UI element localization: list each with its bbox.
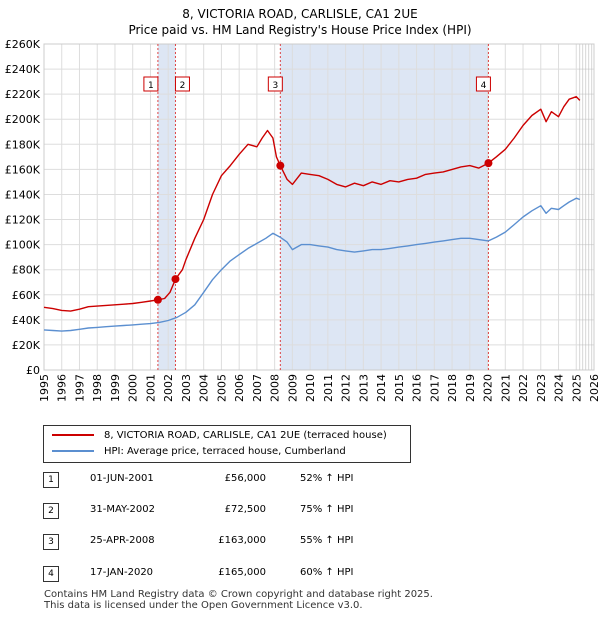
sale-number-badge: 3: [43, 534, 59, 550]
legend-red-line: [52, 434, 94, 436]
x-tick-label: 2009: [286, 374, 299, 402]
sale-point: [484, 159, 493, 168]
sale-number-badge: 4: [43, 566, 59, 582]
sale-number-box: [143, 76, 159, 92]
y-tick-label: £180K: [5, 138, 41, 151]
legend-property-label: 8, VICTORIA ROAD, CARLISLE, CA1 2UE (ter…: [104, 430, 387, 441]
x-tick-label: 2002: [162, 374, 175, 402]
title-line-2: Price paid vs. HM Land Registry's House …: [128, 23, 472, 37]
x-tick-label: 2018: [446, 374, 459, 402]
y-tick-label: £140K: [5, 188, 41, 201]
sale-row: 3 25-APR-2008 £163,000 55% ↑ HPI: [0, 534, 600, 550]
x-tick-label: 2017: [428, 374, 441, 402]
footer-line-1: Contains HM Land Registry data © Crown c…: [44, 589, 433, 600]
sale-number-badge: 1: [43, 472, 59, 488]
x-tick-label: 2004: [198, 374, 211, 402]
y-tick-label: £0: [26, 364, 40, 377]
x-tick-label: 1995: [38, 374, 51, 402]
y-tick-label: £40K: [12, 314, 41, 327]
sale-date: 17-JAN-2020: [90, 567, 154, 578]
sale-number-label: 1: [148, 81, 154, 91]
y-tick-label: £200K: [5, 113, 41, 126]
x-tick-label: 1999: [109, 374, 122, 402]
x-tick-label: 2019: [464, 374, 477, 402]
y-tick-label: £20K: [12, 339, 41, 352]
sale-hpi-change: 60% ↑ HPI: [300, 567, 354, 578]
x-tick-label: 2011: [322, 374, 335, 402]
x-tick-label: 2016: [411, 374, 424, 402]
x-tick-label: 2021: [499, 374, 512, 402]
sale-price: £72,500: [224, 504, 266, 515]
sale-hpi-change: 52% ↑ HPI: [300, 473, 354, 484]
title-line-1: 8, VICTORIA ROAD, CARLISLE, CA1 2UE: [182, 7, 418, 21]
sale-row: 4 17-JAN-2020 £165,000 60% ↑ HPI: [0, 566, 600, 582]
x-tick-label: 1998: [91, 374, 104, 402]
x-tick-label: 2023: [535, 374, 548, 402]
sale-date: 25-APR-2008: [90, 535, 155, 546]
x-tick-label: 2003: [180, 374, 193, 402]
x-tick-label: 2010: [304, 374, 317, 402]
x-tick-label: 2008: [269, 374, 282, 402]
y-tick-label: £80K: [12, 264, 41, 277]
x-tick-label: 1997: [73, 374, 86, 402]
x-tick-label: 2015: [393, 374, 406, 402]
sale-price: £165,000: [218, 567, 266, 578]
legend-item-property: 8, VICTORIA ROAD, CARLISLE, CA1 2UE (ter…: [52, 429, 387, 443]
sale-period-shade: [280, 44, 489, 370]
plot-frame: [43, 43, 595, 371]
x-tick-label: 2012: [340, 374, 353, 402]
sale-number-box: [174, 76, 190, 92]
x-tick-label: 2024: [553, 374, 566, 402]
x-tick-label: 2014: [375, 374, 388, 402]
legend-hpi-label: HPI: Average price, terraced house, Cumb…: [104, 446, 346, 457]
y-tick-label: £220K: [5, 88, 41, 101]
sale-number-label: 4: [481, 81, 487, 91]
sale-row: 2 31-MAY-2002 £72,500 75% ↑ HPI: [0, 503, 600, 519]
sale-price: £163,000: [218, 535, 266, 546]
x-tick-label: 2007: [251, 374, 264, 402]
footer: Contains HM Land Registry data © Crown c…: [44, 589, 433, 611]
footer-line-2: This data is licensed under the Open Gov…: [44, 600, 363, 611]
x-tick-label: 2026: [588, 374, 600, 402]
x-tick-label: 2005: [215, 374, 228, 402]
chart-title: 8, VICTORIA ROAD, CARLISLE, CA1 2UE Pric…: [0, 6, 600, 38]
sale-point: [276, 161, 285, 170]
sale-date: 01-JUN-2001: [90, 473, 154, 484]
series-line: [43, 197, 581, 332]
x-tick-label: 2025: [570, 374, 583, 402]
sale-hpi-change: 75% ↑ HPI: [300, 504, 354, 515]
legend-item-hpi: HPI: Average price, terraced house, Cumb…: [52, 445, 346, 459]
x-tick-label: 2000: [127, 374, 140, 402]
sale-date: 31-MAY-2002: [90, 504, 156, 515]
sale-number-label: 3: [272, 81, 278, 91]
sale-hpi-change: 55% ↑ HPI: [300, 535, 354, 546]
series-line: [43, 96, 581, 312]
sale-price: £56,000: [224, 473, 266, 484]
x-tick-label: 2022: [517, 374, 530, 402]
y-tick-label: £60K: [12, 289, 41, 302]
x-tick-label: 2006: [233, 374, 246, 402]
y-tick-label: £120K: [5, 214, 41, 227]
legend-blue-line: [52, 450, 94, 452]
sale-number-box: [267, 76, 283, 92]
sale-number-badge: 2: [43, 503, 59, 519]
y-tick-label: £100K: [5, 239, 41, 252]
y-tick-label: £260K: [5, 38, 41, 51]
sale-number-label: 2: [180, 81, 186, 91]
y-tick-label: £240K: [5, 63, 41, 76]
sale-number-box: [475, 76, 491, 92]
sale-point: [171, 275, 180, 284]
sale-point: [153, 295, 162, 304]
x-tick-label: 1996: [56, 374, 69, 402]
x-tick-label: 2020: [482, 374, 495, 402]
sale-row: 1 01-JUN-2001 £56,000 52% ↑ HPI: [0, 472, 600, 488]
price-chart: £0 £20K £40K £60K £80K £100K £120K £140K £160K £1…: [5, 38, 600, 402]
x-tick-label: 2013: [357, 374, 370, 402]
legend: 8, VICTORIA ROAD, CARLISLE, CA1 2UE (ter…: [43, 425, 411, 463]
y-tick-label: £160K: [5, 163, 41, 176]
x-tick-label: 2001: [144, 374, 157, 402]
